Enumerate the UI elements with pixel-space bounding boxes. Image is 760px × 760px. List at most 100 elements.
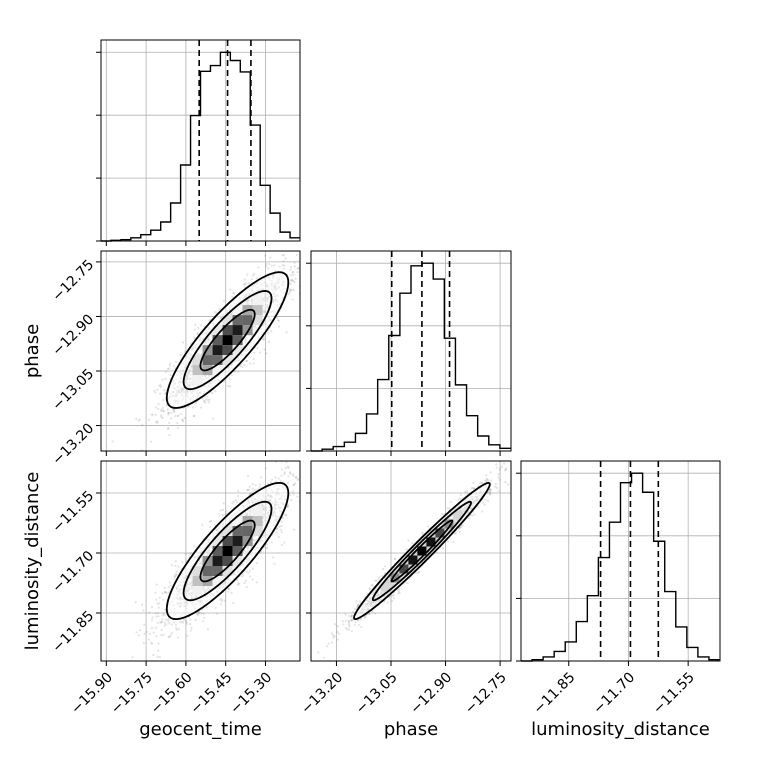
scatter-point	[330, 205, 332, 207]
scatter-point	[294, 476, 297, 479]
scatter-point	[151, 642, 154, 645]
scatter-point	[241, 366, 244, 369]
scatter-point	[155, 615, 158, 618]
scatter-point	[252, 490, 255, 493]
scatter-point	[227, 590, 230, 593]
scatter-point	[291, 473, 294, 476]
scatter-point	[170, 411, 173, 414]
scatter-point	[154, 591, 157, 594]
density-cell	[192, 355, 203, 366]
scatter-point	[202, 612, 205, 615]
scatter-point	[288, 471, 292, 474]
scatter-point	[286, 465, 289, 468]
scatter-point	[162, 406, 165, 409]
scatter-point	[168, 636, 171, 639]
scatter-point	[154, 612, 157, 615]
scatter-point	[289, 268, 292, 271]
scatter-point	[151, 616, 154, 619]
scatter-point	[163, 389, 166, 392]
scatter-point	[318, 245, 320, 247]
scatter-point	[183, 618, 186, 621]
scatter-point	[258, 483, 261, 486]
scatter-point	[289, 266, 293, 269]
scatter-point	[280, 468, 283, 471]
scatter-point	[193, 545, 196, 548]
scatter-point	[173, 577, 176, 580]
scatter-point	[168, 364, 171, 367]
density-cell	[222, 325, 233, 336]
scatter-point	[223, 299, 226, 302]
scatter-point	[248, 575, 251, 578]
scatter-point	[150, 413, 153, 416]
scatter-point	[201, 620, 205, 623]
density-cell	[192, 365, 203, 376]
scatter-point	[243, 364, 246, 367]
histogram-geocent_time	[101, 51, 300, 242]
scatter-point	[313, 461, 315, 463]
scatter-point	[295, 253, 298, 257]
scatter-point	[250, 277, 253, 281]
scatter-point	[170, 632, 173, 635]
scatter-point	[265, 352, 268, 355]
scatter-point	[289, 279, 292, 282]
scatter-point	[161, 592, 164, 595]
scatter-point	[155, 419, 159, 423]
scatter-point	[283, 267, 286, 270]
scatter-point	[184, 416, 187, 420]
scatter-point	[131, 656, 134, 659]
scatter-point	[169, 584, 173, 587]
scatter-point	[289, 289, 292, 292]
scatter-point	[290, 498, 293, 501]
scatter-point	[167, 412, 170, 415]
density-cell	[232, 335, 243, 346]
scatter-point	[274, 237, 276, 239]
scatter-point	[230, 591, 233, 594]
scatter-point	[296, 267, 299, 270]
scatter-point	[165, 404, 168, 407]
scatter-point	[282, 260, 285, 263]
scatter-point	[142, 642, 145, 645]
scatter-point	[160, 415, 163, 418]
scatter-point	[279, 479, 282, 482]
scatter-point	[152, 653, 155, 657]
scatter-point	[206, 398, 210, 402]
scatter-point	[170, 417, 173, 420]
scatter-point	[167, 426, 170, 430]
scatter-point	[262, 338, 266, 341]
scatter-point	[266, 267, 270, 270]
scatter-point	[177, 565, 180, 568]
scatter-point	[176, 427, 180, 430]
density-cell	[212, 335, 223, 346]
scatter-point	[189, 552, 192, 555]
scatter-point	[291, 271, 294, 274]
scatter-point	[243, 278, 246, 281]
scatter-point	[228, 385, 232, 388]
scatter-point	[281, 516, 284, 520]
scatter-point	[248, 362, 252, 365]
scatter-point	[179, 621, 182, 624]
scatter-point	[227, 587, 230, 590]
scatter-point	[181, 420, 185, 423]
scatter-point	[150, 641, 153, 644]
scatter-point	[275, 527, 278, 531]
scatter-point	[168, 622, 171, 625]
scatter-point	[150, 626, 153, 630]
contour-level-3	[199, 308, 256, 372]
scatter-point	[153, 391, 157, 394]
scatter-point	[162, 410, 165, 413]
scatter-point	[301, 475, 303, 477]
scatter-point	[176, 415, 179, 418]
scatter-point	[292, 483, 295, 486]
scatter-point	[157, 611, 160, 615]
scatter-point	[157, 649, 160, 652]
scatter-point	[231, 291, 235, 294]
scatter-point	[245, 570, 248, 573]
scatter-point	[236, 500, 239, 504]
contour-level-2	[182, 290, 273, 391]
scatter-point	[147, 611, 151, 614]
scatter-point	[237, 581, 240, 584]
scatter-point	[169, 362, 172, 365]
scatter-point	[265, 262, 268, 266]
density-cell	[252, 295, 263, 306]
scatter-point	[296, 270, 299, 274]
